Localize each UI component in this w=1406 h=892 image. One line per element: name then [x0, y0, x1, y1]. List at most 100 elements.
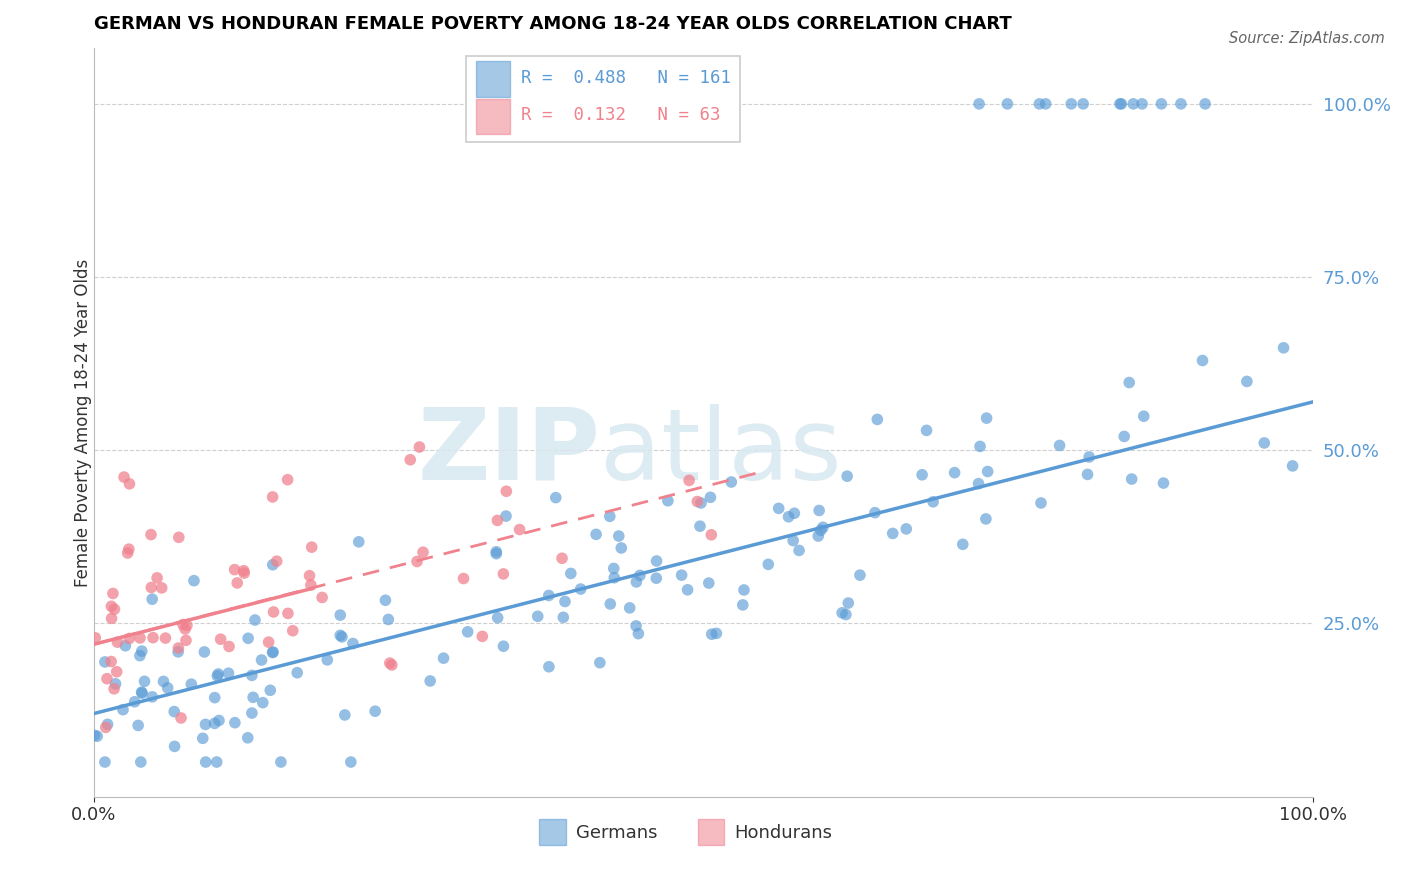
Point	[152, 674, 174, 689]
Point	[105, 665, 128, 679]
Point	[553, 610, 575, 624]
Point	[134, 674, 156, 689]
Point	[778, 509, 800, 524]
Point	[1236, 375, 1258, 389]
Point	[863, 506, 886, 520]
Point	[174, 622, 197, 636]
Point	[257, 635, 280, 649]
Point	[281, 624, 304, 638]
Point	[131, 644, 153, 658]
Point	[811, 520, 834, 534]
Point	[619, 600, 641, 615]
Point	[537, 659, 560, 673]
Point	[163, 705, 186, 719]
Point	[1132, 409, 1154, 424]
Point	[419, 673, 441, 688]
Point	[509, 523, 531, 537]
Point	[194, 717, 217, 731]
Point	[700, 528, 723, 542]
Text: Hondurans: Hondurans	[734, 823, 832, 841]
Point	[627, 626, 650, 640]
Point	[976, 411, 998, 425]
Point	[457, 624, 479, 639]
Point	[554, 594, 576, 608]
Point	[690, 496, 713, 510]
Bar	[475, 62, 510, 97]
Point	[340, 755, 363, 769]
Point	[537, 589, 560, 603]
Point	[807, 529, 830, 543]
Point	[172, 617, 194, 632]
Point	[236, 632, 259, 646]
Point	[603, 561, 626, 575]
Point	[585, 527, 607, 541]
Point	[974, 512, 997, 526]
Point	[1029, 496, 1052, 510]
Point	[114, 639, 136, 653]
Point	[101, 586, 124, 600]
Point	[699, 491, 721, 505]
Point	[330, 630, 353, 644]
Point	[1194, 96, 1216, 111]
Point	[127, 718, 149, 732]
Point	[485, 547, 508, 561]
Point	[243, 613, 266, 627]
Point	[131, 685, 153, 699]
Point	[218, 640, 240, 654]
Point	[204, 716, 226, 731]
Point	[232, 564, 254, 578]
Point	[83, 728, 105, 742]
Point	[689, 519, 711, 533]
Point	[129, 755, 152, 769]
Point	[1109, 96, 1132, 111]
Point	[163, 739, 186, 754]
Point	[1130, 96, 1153, 111]
Point	[167, 645, 190, 659]
Point	[381, 657, 404, 672]
Point	[911, 467, 934, 482]
Point	[560, 566, 582, 581]
Point	[100, 611, 122, 625]
Point	[492, 566, 515, 581]
Point	[142, 631, 165, 645]
Point	[209, 632, 232, 647]
Point	[377, 612, 399, 626]
Point	[103, 602, 125, 616]
Point	[1035, 96, 1057, 111]
Point	[782, 533, 804, 548]
Bar	[475, 99, 510, 135]
Point	[224, 715, 246, 730]
Point	[378, 656, 401, 670]
Point	[96, 717, 118, 731]
Point	[787, 543, 810, 558]
Point	[329, 628, 352, 642]
Point	[342, 636, 364, 650]
Point	[141, 581, 163, 595]
Point	[131, 686, 153, 700]
Point	[103, 681, 125, 696]
Text: atlas: atlas	[600, 404, 842, 501]
Point	[333, 708, 356, 723]
Point	[167, 530, 190, 544]
Point	[645, 571, 668, 585]
Text: R =  0.132   N = 63: R = 0.132 N = 63	[520, 106, 720, 124]
Point	[486, 513, 509, 527]
Point	[270, 755, 292, 769]
Point	[107, 635, 129, 649]
Point	[756, 558, 779, 572]
Point	[233, 566, 256, 580]
Point	[915, 424, 938, 438]
Point	[1122, 96, 1144, 111]
Point	[118, 632, 141, 646]
Point	[146, 571, 169, 585]
Point	[589, 656, 612, 670]
Point	[1111, 96, 1133, 111]
Point	[768, 501, 790, 516]
Point	[285, 665, 308, 680]
Point	[94, 655, 117, 669]
Point	[976, 465, 998, 479]
Point	[263, 605, 285, 619]
Point	[262, 558, 284, 572]
Point	[111, 703, 134, 717]
Point	[141, 690, 163, 704]
